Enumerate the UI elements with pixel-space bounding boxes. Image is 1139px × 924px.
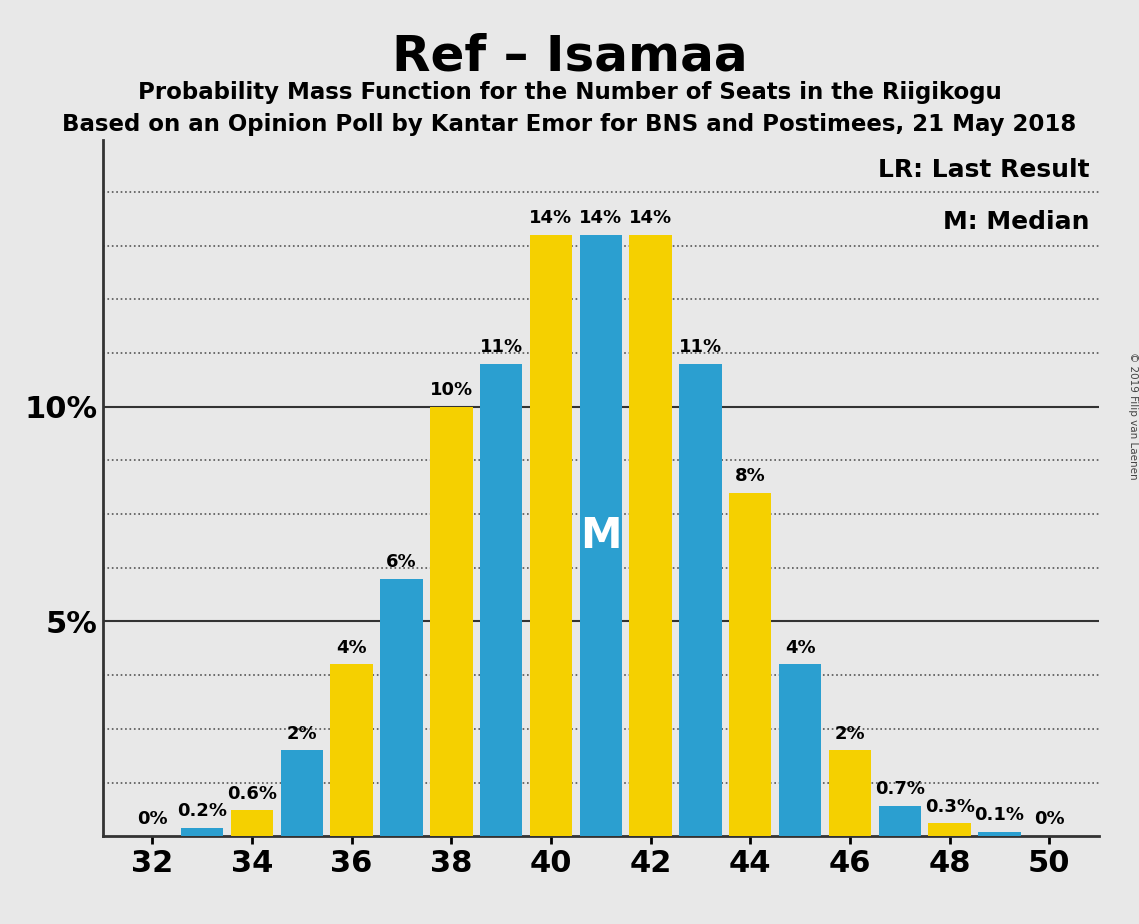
- Text: M: M: [580, 515, 622, 556]
- Text: 0.2%: 0.2%: [178, 802, 227, 820]
- Text: 11%: 11%: [679, 338, 722, 356]
- Bar: [280, 750, 323, 836]
- Bar: [231, 810, 273, 836]
- Text: M: Median: M: Median: [943, 210, 1089, 234]
- Bar: [580, 235, 622, 836]
- Text: 8%: 8%: [735, 467, 765, 485]
- Text: 2%: 2%: [835, 724, 866, 743]
- Text: 14%: 14%: [530, 209, 573, 227]
- Text: 0.1%: 0.1%: [975, 807, 1024, 824]
- Text: Probability Mass Function for the Number of Seats in the Riigikogu: Probability Mass Function for the Number…: [138, 81, 1001, 104]
- Bar: [978, 832, 1021, 836]
- Bar: [779, 664, 821, 836]
- Text: 6%: 6%: [386, 553, 417, 571]
- Text: © 2019 Filip van Laenen: © 2019 Filip van Laenen: [1129, 352, 1138, 480]
- Bar: [630, 235, 672, 836]
- Bar: [431, 407, 473, 836]
- Text: LR: LR: [629, 521, 672, 550]
- Bar: [380, 578, 423, 836]
- Text: Based on an Opinion Poll by Kantar Emor for BNS and Postimees, 21 May 2018: Based on an Opinion Poll by Kantar Emor …: [63, 113, 1076, 136]
- Text: 4%: 4%: [336, 638, 367, 657]
- Text: 10%: 10%: [429, 381, 473, 399]
- Text: Ref – Isamaa: Ref – Isamaa: [392, 32, 747, 80]
- Bar: [330, 664, 372, 836]
- Bar: [729, 492, 771, 836]
- Text: 0.7%: 0.7%: [875, 781, 925, 798]
- Text: 11%: 11%: [480, 338, 523, 356]
- Text: 14%: 14%: [580, 209, 622, 227]
- Text: LR: Last Result: LR: Last Result: [877, 158, 1089, 182]
- Bar: [679, 364, 722, 836]
- Text: 0%: 0%: [137, 810, 167, 829]
- Text: 4%: 4%: [785, 638, 816, 657]
- Bar: [829, 750, 871, 836]
- Text: 2%: 2%: [287, 724, 317, 743]
- Text: 14%: 14%: [629, 209, 672, 227]
- Bar: [928, 823, 970, 836]
- Bar: [480, 364, 523, 836]
- Text: 0%: 0%: [1034, 810, 1065, 829]
- Bar: [878, 806, 921, 836]
- Text: 0.3%: 0.3%: [925, 797, 975, 816]
- Text: 0.6%: 0.6%: [227, 784, 277, 803]
- Bar: [530, 235, 572, 836]
- Bar: [181, 828, 223, 836]
